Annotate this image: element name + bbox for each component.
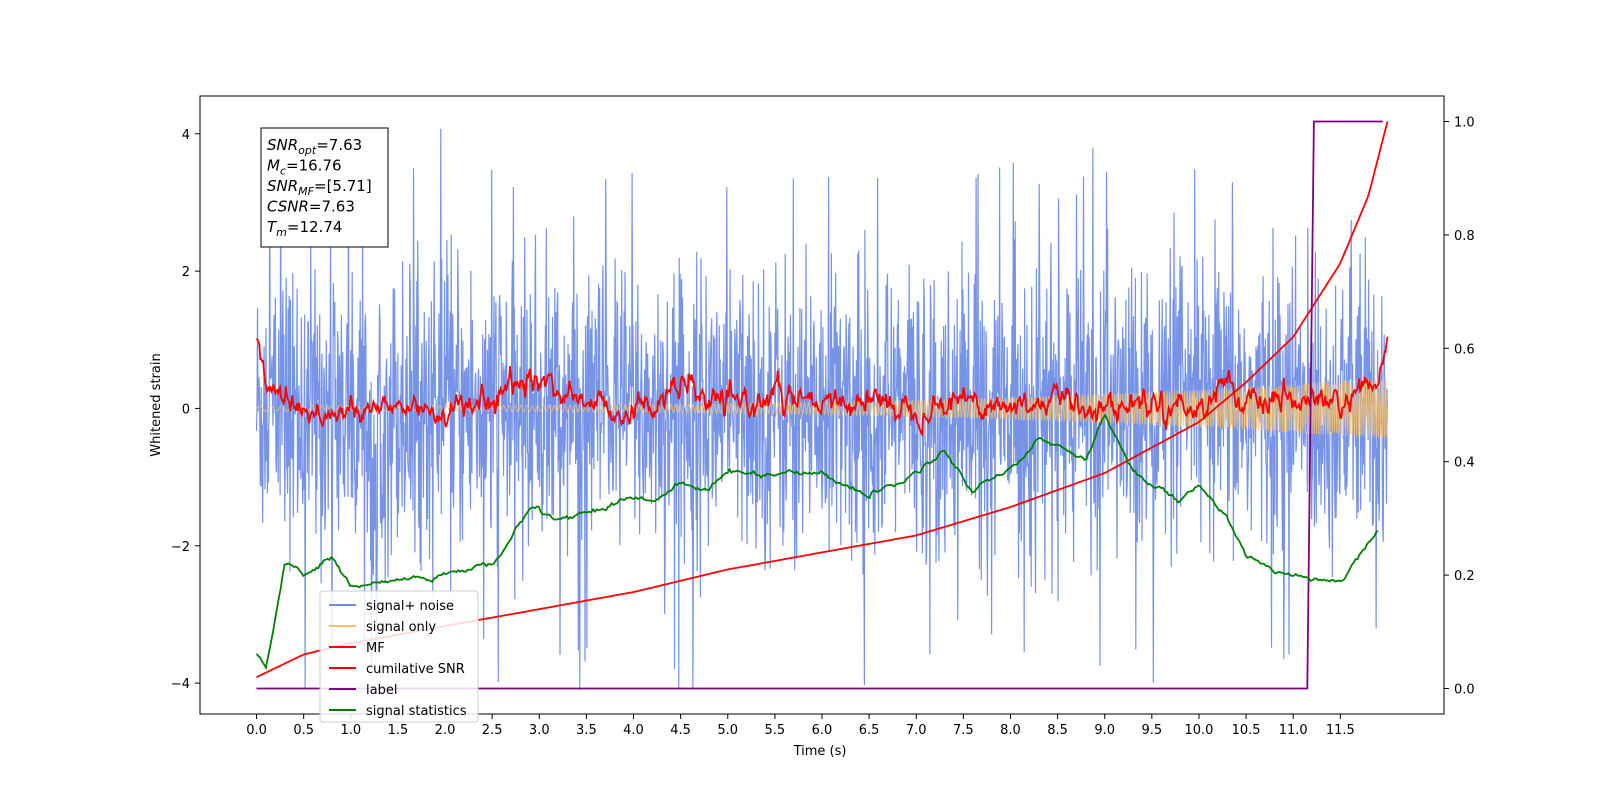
- x-tick-label: 6.0: [812, 723, 833, 738]
- y2-tick-label: 0.6: [1454, 342, 1475, 357]
- annotation-line: SNRopt=7.63: [267, 136, 362, 157]
- x-tick-label: 4.0: [623, 723, 644, 738]
- annotation-line: Tm=12.74: [267, 218, 342, 239]
- y2-tick-label: 0.0: [1454, 682, 1475, 697]
- y-tick-label: −2: [171, 540, 190, 555]
- y2-tick-label: 0.2: [1454, 569, 1475, 584]
- y-axis-left: −4 −2 0 2 4: [171, 128, 200, 692]
- legend: signal+ noise signal only MF cumilative SNR…: [319, 590, 479, 723]
- x-tick-label: 10.5: [1232, 723, 1261, 738]
- x-tick-label: 9.5: [1142, 723, 1163, 738]
- x-tick-label: 7.0: [906, 723, 927, 738]
- annotation-line: CSNR=7.63: [267, 198, 355, 216]
- legend-label: cumilative SNR: [366, 662, 465, 677]
- annotation-line: SNRMF=[5.71]: [267, 177, 372, 198]
- x-tick-label: 9.0: [1094, 723, 1115, 738]
- x-tick-label: 2.5: [482, 723, 503, 738]
- series-mf: [255, 336, 1389, 438]
- legend-label: MF: [366, 641, 385, 656]
- legend-label: signal statistics: [366, 704, 467, 719]
- x-tick-label: 5.0: [717, 723, 738, 738]
- x-tick-label: 3.5: [576, 723, 597, 738]
- y-axis-label: Whitened strain: [149, 353, 164, 456]
- x-tick-label: 7.5: [953, 723, 974, 738]
- y2-tick-label: 1.0: [1454, 116, 1475, 131]
- legend-label: signal+ noise: [366, 599, 454, 614]
- x-tick-label: 8.0: [1000, 723, 1021, 738]
- series-label: [256, 120, 1383, 690]
- x-tick-label: 8.5: [1047, 723, 1068, 738]
- x-tick-label: 4.5: [670, 723, 691, 738]
- x-axis-label: Time (s): [793, 744, 847, 759]
- legend-label: signal only: [366, 620, 436, 635]
- x-tick-label: 2.0: [435, 723, 456, 738]
- x-tick-label: 10.0: [1184, 723, 1213, 738]
- x-tick-label: 6.5: [859, 723, 880, 738]
- series-signal-statistics: [255, 413, 1379, 671]
- x-axis: 0.0 0.5 1.0 1.5 2.0 2.5 3.0 3.5 4.0 4.5 5.0 5.5 6.0 6…: [246, 714, 1355, 738]
- x-tick-label: 11.5: [1326, 723, 1355, 738]
- x-tick-label: 1.0: [340, 723, 361, 738]
- y-tick-label: 0: [182, 402, 190, 417]
- x-tick-label: 5.5: [765, 723, 786, 738]
- x-tick-label: 3.0: [529, 723, 550, 738]
- legend-label: label: [366, 683, 397, 698]
- y-axis-right: 0.0 0.2 0.4 0.6 0.8 1.0: [1444, 116, 1475, 697]
- y-tick-label: −4: [171, 677, 190, 692]
- y-tick-label: 4: [182, 128, 190, 143]
- y2-tick-label: 0.8: [1454, 229, 1475, 244]
- x-tick-label: 1.5: [388, 723, 409, 738]
- x-tick-label: 0.0: [246, 723, 267, 738]
- annotation-line: Mc=16.76: [267, 157, 342, 178]
- x-tick-label: 11.0: [1279, 723, 1308, 738]
- x-tick-label: 0.5: [293, 723, 314, 738]
- y-tick-label: 2: [182, 265, 190, 280]
- y2-tick-label: 0.4: [1454, 456, 1475, 471]
- annotation-box: SNRopt=7.63Mc=16.76SNRMF=[5.71]CSNR=7.63…: [260, 127, 389, 248]
